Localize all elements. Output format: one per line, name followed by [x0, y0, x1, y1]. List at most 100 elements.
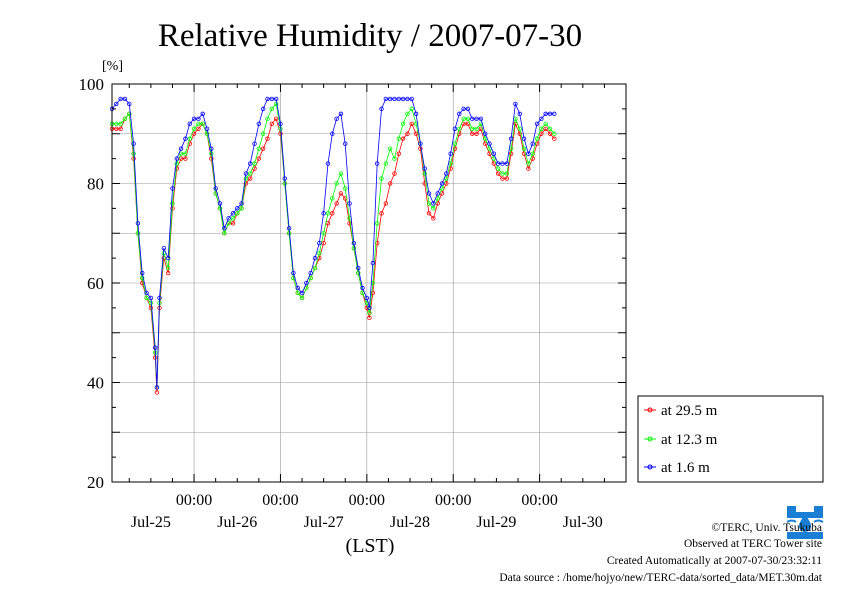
- data-point: [148, 295, 154, 301]
- data-point: [304, 280, 309, 286]
- data-point: [183, 156, 188, 161]
- data-point: [269, 121, 275, 126]
- data-point: [526, 161, 531, 166]
- data-point: [230, 216, 236, 221]
- data-point: [118, 126, 123, 131]
- data-point: [230, 211, 236, 216]
- data-point: [196, 121, 201, 126]
- data-point: [299, 295, 305, 301]
- data-point: [248, 161, 253, 166]
- data-point: [383, 161, 389, 166]
- data-point: [439, 181, 445, 186]
- data-point: [165, 255, 171, 261]
- data-point: [356, 270, 361, 276]
- x-tick-time-label: 00:00: [176, 492, 212, 509]
- data-point: [299, 290, 305, 296]
- data-point: [426, 201, 432, 206]
- data-point: [351, 245, 357, 251]
- data-point: [144, 295, 149, 301]
- data-point: [317, 250, 322, 256]
- data-point: [321, 231, 326, 236]
- data-point: [387, 181, 393, 186]
- y-tick-label: 40: [87, 374, 104, 393]
- data-point: [539, 116, 544, 122]
- data-point: [131, 141, 136, 146]
- data-point: [127, 111, 132, 117]
- data-point: [114, 126, 119, 131]
- data-point: [400, 121, 406, 126]
- data-point: [343, 186, 348, 191]
- data-point: [387, 96, 393, 102]
- data-point: [135, 221, 141, 226]
- y-axis-label: [%]: [102, 59, 123, 74]
- data-point: [317, 240, 322, 246]
- chart-title: Relative Humidity / 2007-07-30: [158, 18, 582, 54]
- data-point: [217, 206, 223, 211]
- data-point: [500, 161, 505, 166]
- data-point: [543, 126, 548, 131]
- data-point: [405, 111, 410, 117]
- data-point: [495, 166, 501, 171]
- data-point: [422, 166, 427, 171]
- data-point: [370, 290, 376, 296]
- data-point: [161, 245, 167, 251]
- data-point: [396, 136, 402, 141]
- data-point: [183, 151, 188, 156]
- data-point: [325, 161, 331, 166]
- data-point: [265, 136, 270, 141]
- data-point: [248, 171, 253, 176]
- data-point: [222, 231, 227, 236]
- data-point: [367, 315, 372, 321]
- data-point: [379, 211, 384, 216]
- data-point: [426, 211, 432, 216]
- data-point: [526, 151, 531, 156]
- data-point: [452, 146, 458, 151]
- data-point: [217, 201, 223, 206]
- data-point: [157, 295, 162, 301]
- data-point: [178, 146, 184, 151]
- data-point: [405, 131, 410, 136]
- data-point: [513, 101, 518, 107]
- data-point: [465, 106, 471, 112]
- data-point: [405, 96, 410, 102]
- data-point: [260, 106, 266, 112]
- data-point: [187, 136, 192, 141]
- data-point: [351, 240, 357, 246]
- data-point: [431, 201, 436, 206]
- data-point: [325, 211, 331, 216]
- legend-marker-29-5m: [647, 407, 653, 413]
- series-layer: [109, 96, 557, 395]
- data-point: [209, 146, 214, 151]
- data-point: [273, 96, 279, 102]
- data-point: [170, 186, 175, 191]
- data-point: [508, 136, 514, 141]
- data-point: [196, 116, 201, 122]
- data-point: [122, 116, 128, 122]
- data-point: [170, 201, 175, 206]
- grid-lines: [112, 84, 626, 482]
- data-point: [243, 171, 249, 176]
- data-point: [367, 310, 372, 316]
- data-point: [435, 191, 440, 196]
- data-point: [508, 151, 514, 156]
- data-point: [547, 131, 553, 136]
- data-point: [383, 201, 389, 206]
- data-point: [312, 255, 318, 261]
- copyright-text: ©TERC, Univ. Tsukuba: [711, 522, 822, 534]
- data-point: [204, 126, 210, 131]
- legend-marker-12-3m: [647, 436, 653, 442]
- series-0: [109, 111, 557, 395]
- data-point: [131, 151, 136, 156]
- data-point: [204, 131, 210, 136]
- data-point: [426, 191, 432, 196]
- data-point: [252, 161, 257, 166]
- data-point: [392, 171, 397, 176]
- data-point: [187, 121, 192, 126]
- data-point: [474, 126, 479, 131]
- data-point: [230, 221, 236, 226]
- data-point: [409, 96, 414, 102]
- data-point: [543, 111, 548, 117]
- data-point: [269, 106, 275, 112]
- legend-label-12-3m: at 12.3 m: [661, 432, 718, 448]
